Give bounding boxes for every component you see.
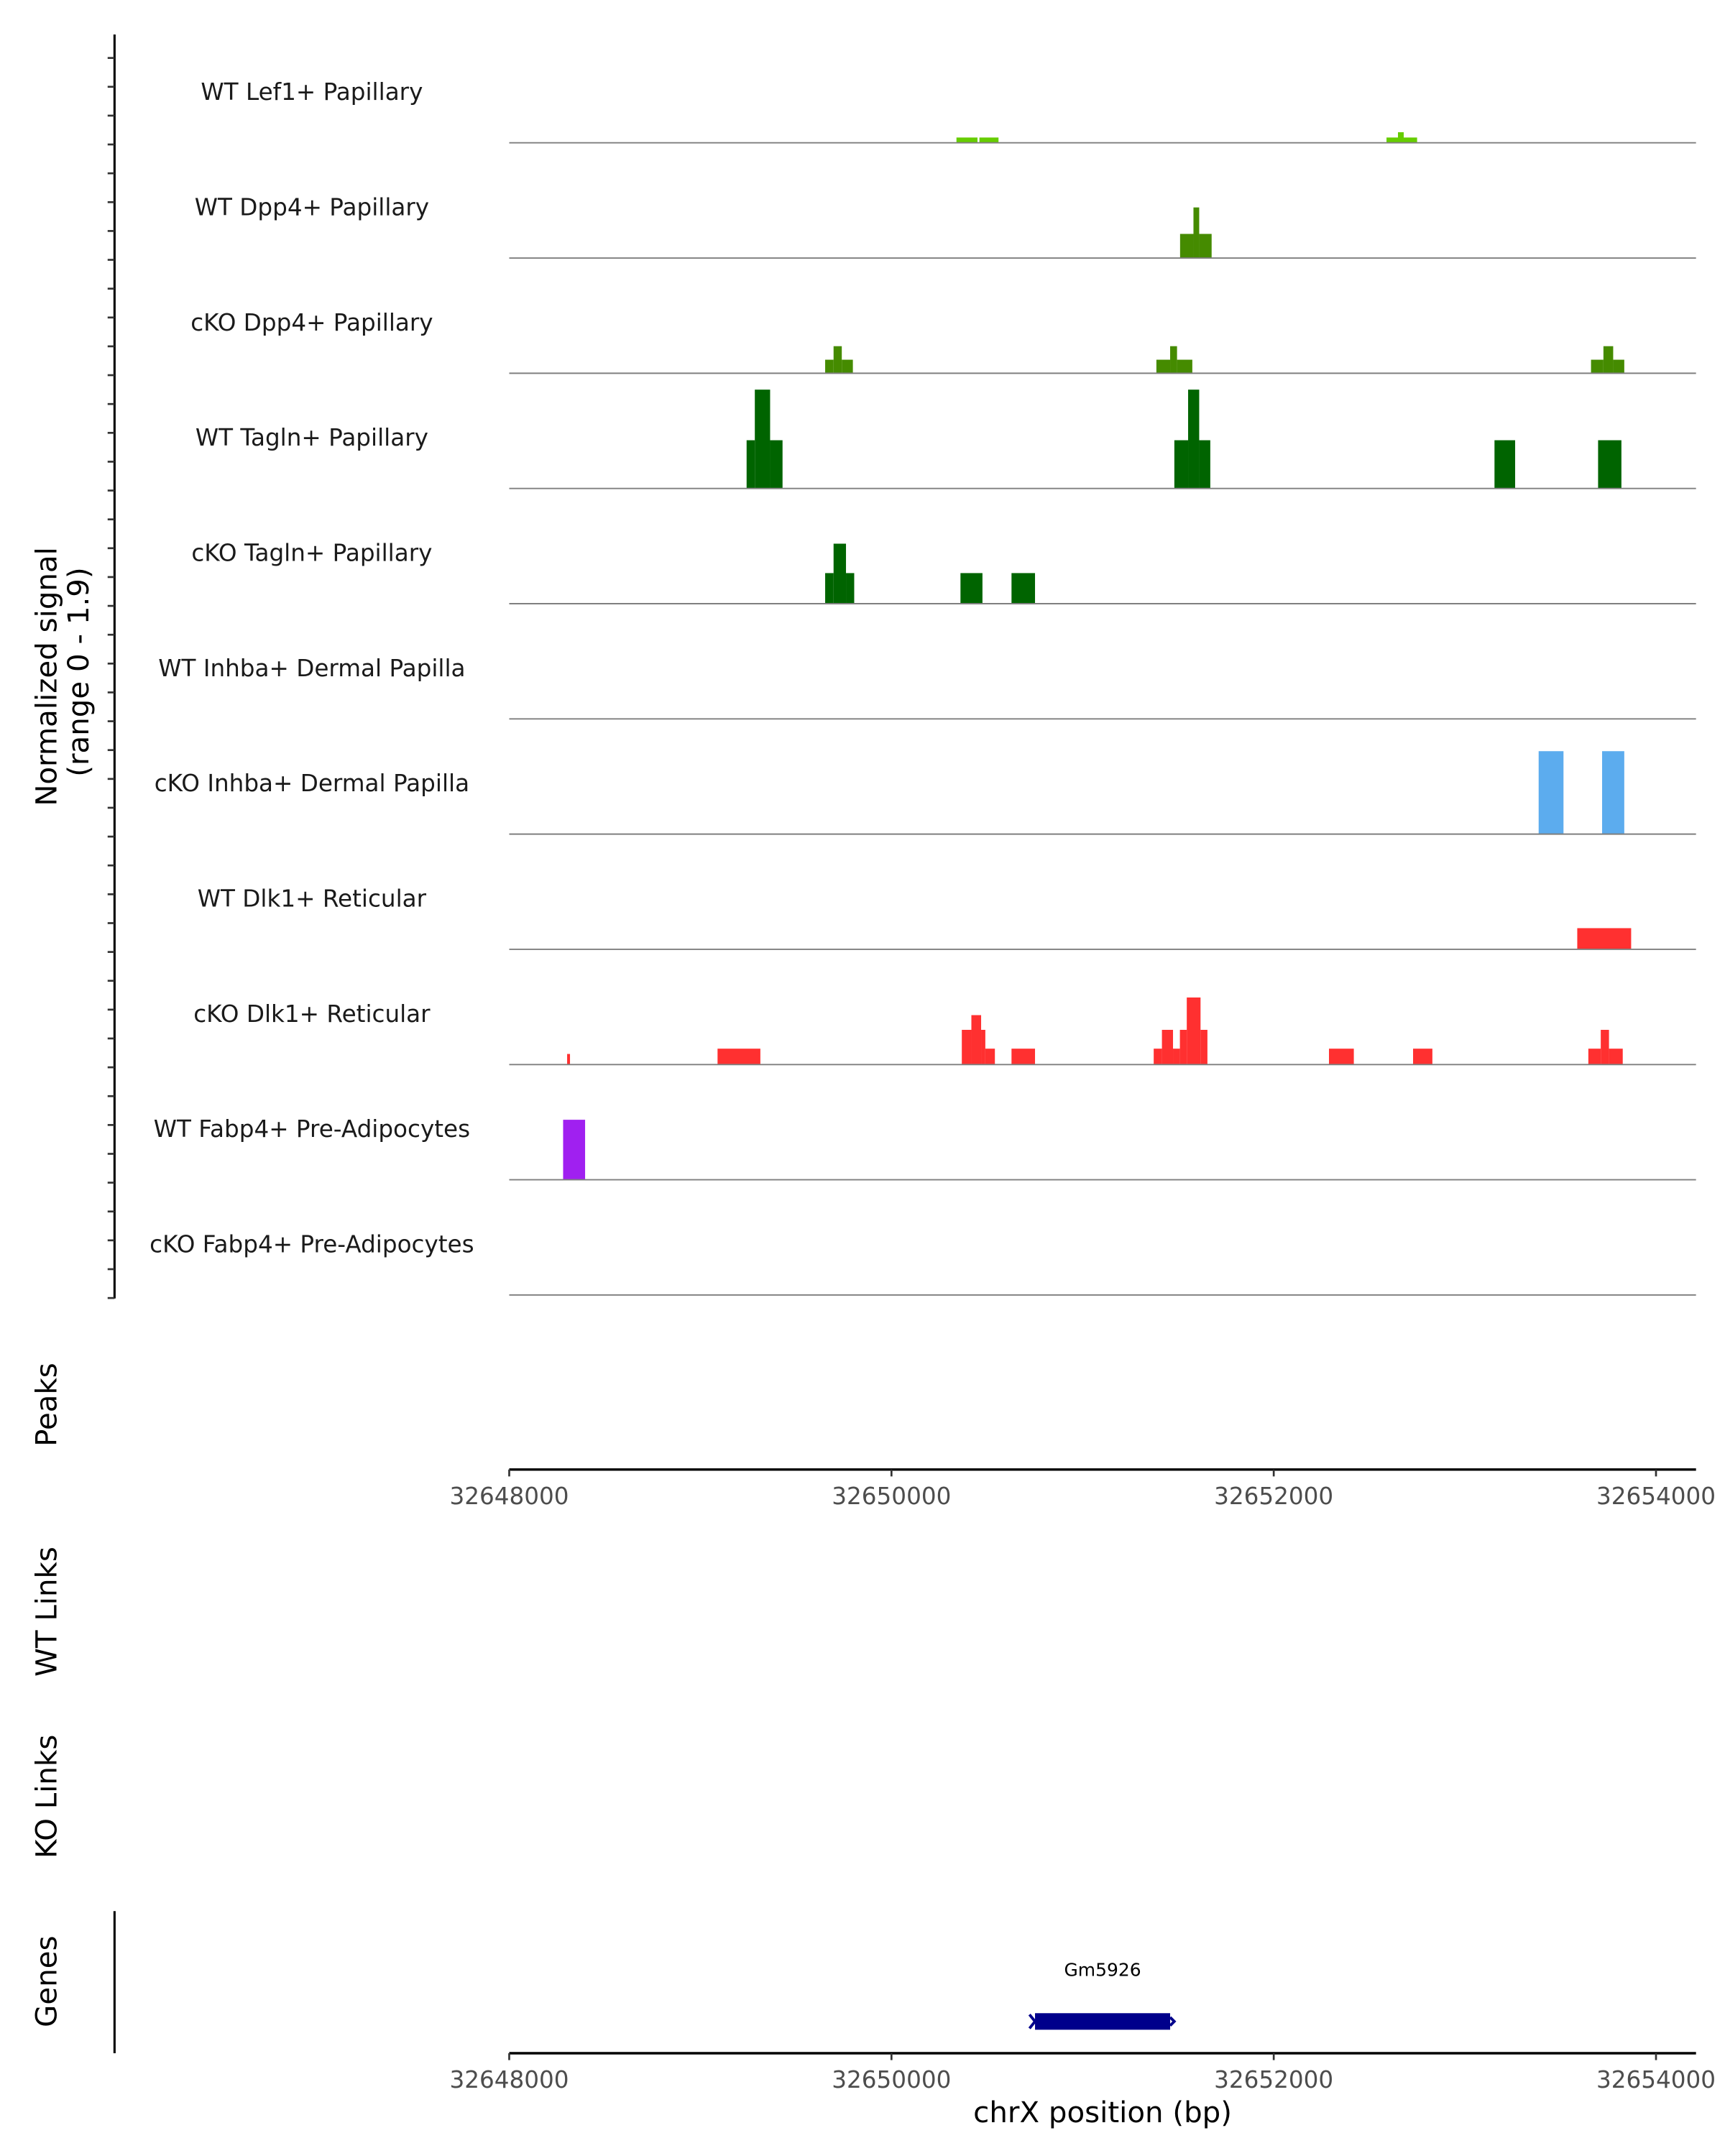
x-tick-label: 32648000 [449, 2066, 569, 2093]
coverage-segment [842, 359, 853, 374]
coverage-segment [956, 137, 978, 143]
coverage-segment [985, 1049, 995, 1065]
x-tick-label: 32652000 [1214, 1483, 1333, 1510]
track: cKO Dlk1+ Reticular [193, 997, 1696, 1066]
coverage-segment [1011, 573, 1036, 604]
coverage-segment [1187, 997, 1201, 1065]
y-axis-label-line1: Normalized signal [30, 547, 64, 806]
coverage-segment [1403, 137, 1417, 143]
track-label: cKO Fabp4+ Pre-Adipocytes [150, 1230, 474, 1258]
track-label: WT Fabp4+ Pre-Adipocytes [154, 1115, 470, 1143]
x-tick-label: 32650000 [832, 1483, 951, 1510]
coverage-segment [1179, 234, 1194, 259]
track-label: WT Inhba+ Dermal Papilla [158, 655, 465, 682]
y-axis-ticks [107, 57, 115, 1299]
track: WT Dlk1+ Reticular [198, 885, 1696, 950]
coverage-segment [1329, 1049, 1354, 1065]
coverage-segment [1577, 928, 1632, 949]
coverage-segment [1413, 1049, 1432, 1065]
coverage-segment [1199, 234, 1212, 259]
coverage-segment [1177, 359, 1192, 374]
coverage-segment [846, 573, 855, 604]
coverage-segment [825, 573, 834, 604]
coverage-segment [1156, 359, 1171, 374]
coverage-segment [1170, 346, 1177, 374]
x-axis-peaks: 32648000 32650000 32652000 32654000 [449, 1468, 1716, 1510]
x-tick-label: 32654000 [1596, 2066, 1716, 2093]
coverage-segment [1174, 440, 1189, 489]
coverage-segment [746, 440, 755, 489]
coverage-segment [1398, 132, 1404, 143]
coverage-segment [981, 1029, 985, 1065]
track-label: WT Lef1+ Papillary [201, 78, 423, 106]
y-axis-label: Normalized signal (range 0 - 1.9) [30, 538, 96, 806]
coverage-segment [833, 346, 842, 374]
coverage-segment [1602, 751, 1624, 834]
coverage-segment [1538, 751, 1564, 834]
track: cKO Tagln+ Papillary [191, 539, 1696, 604]
track: WT Dpp4+ Papillary [195, 194, 1696, 259]
track-label: cKO Dpp4+ Papillary [190, 309, 433, 336]
genes-panel-label: Genes [30, 1935, 64, 2027]
coverage-segment [1386, 137, 1399, 143]
track: cKO Fabp4+ Pre-Adipocytes [150, 1230, 1696, 1296]
coverage-segment [1188, 390, 1200, 489]
coverage-segment [962, 1029, 972, 1065]
coverage-segment [825, 359, 834, 374]
coverage-segment [1154, 1049, 1162, 1065]
gene-body [1035, 2013, 1171, 2030]
coverage-segment [1588, 1049, 1601, 1065]
gene-track: Gm5926 [1028, 1959, 1177, 2030]
strand-arrow-icon [1028, 2014, 1177, 2030]
track-label: WT Tagln+ Papillary [196, 424, 428, 451]
coverage-segment [960, 573, 983, 604]
coverage-segment [1199, 440, 1210, 489]
coverage-segment [1200, 1029, 1208, 1065]
track: cKO Dpp4+ Papillary [190, 309, 1696, 374]
track: WT Tagln+ Papillary [196, 390, 1696, 489]
coverage-segment [717, 1049, 760, 1065]
wt-links-panel-label: WT Links [30, 1547, 64, 1677]
y-axis-label-line2: (range 0 - 1.9) [62, 567, 96, 776]
coverage-segment [1173, 1049, 1180, 1065]
track: cKO Inhba+ Dermal Papilla [155, 751, 1696, 835]
track-label: cKO Inhba+ Dermal Papilla [155, 770, 469, 797]
track: WT Fabp4+ Pre-Adipocytes [154, 1115, 1696, 1181]
track-label: cKO Tagln+ Papillary [191, 539, 432, 566]
coverage-segment [1598, 440, 1622, 489]
coverage-segment [979, 137, 999, 143]
coverage-segment [567, 1054, 571, 1065]
peaks-panel-label: Peaks [30, 1363, 64, 1447]
coverage-segment [1011, 1049, 1036, 1065]
x-axis-label: chrX position (bp) [973, 2096, 1232, 2129]
x-axis-genes: 32648000 32650000 32652000 32654000 [449, 2052, 1716, 2093]
coverage-segment [1613, 359, 1624, 374]
x-tick-label: 32654000 [1596, 1483, 1716, 1510]
coverage-segment [1193, 207, 1200, 259]
coverage-segment [1591, 359, 1604, 374]
track-label: cKO Dlk1+ Reticular [193, 1000, 431, 1028]
ko-links-panel-label: KO Links [30, 1735, 64, 1858]
coverage-segment [1609, 1049, 1623, 1065]
coverage-segment [833, 543, 847, 604]
coverage-segment [1162, 1029, 1174, 1065]
x-tick-label: 32652000 [1214, 2066, 1333, 2093]
coverage-segment [563, 1120, 586, 1180]
gene-label: Gm5926 [1064, 1959, 1141, 1980]
coverage-tracks: WT Lef1+ Papillary WT Dpp4+ Papillary cKO … [150, 78, 1696, 1296]
track-label: WT Dlk1+ Reticular [198, 885, 427, 912]
coverage-segment [971, 1015, 982, 1065]
coverage-segment [755, 390, 770, 489]
coverage-segment [770, 440, 783, 489]
coverage-segment [1179, 1029, 1187, 1065]
track: WT Inhba+ Dermal Papilla [158, 655, 1696, 720]
x-tick-label: 32650000 [832, 2066, 951, 2093]
track: WT Lef1+ Papillary [201, 78, 1696, 144]
coverage-segment [1603, 346, 1614, 374]
coverage-segment [1494, 440, 1516, 489]
track-label: WT Dpp4+ Papillary [195, 194, 429, 221]
coverage-segment [1601, 1029, 1609, 1065]
x-tick-label: 32648000 [449, 1483, 569, 1510]
